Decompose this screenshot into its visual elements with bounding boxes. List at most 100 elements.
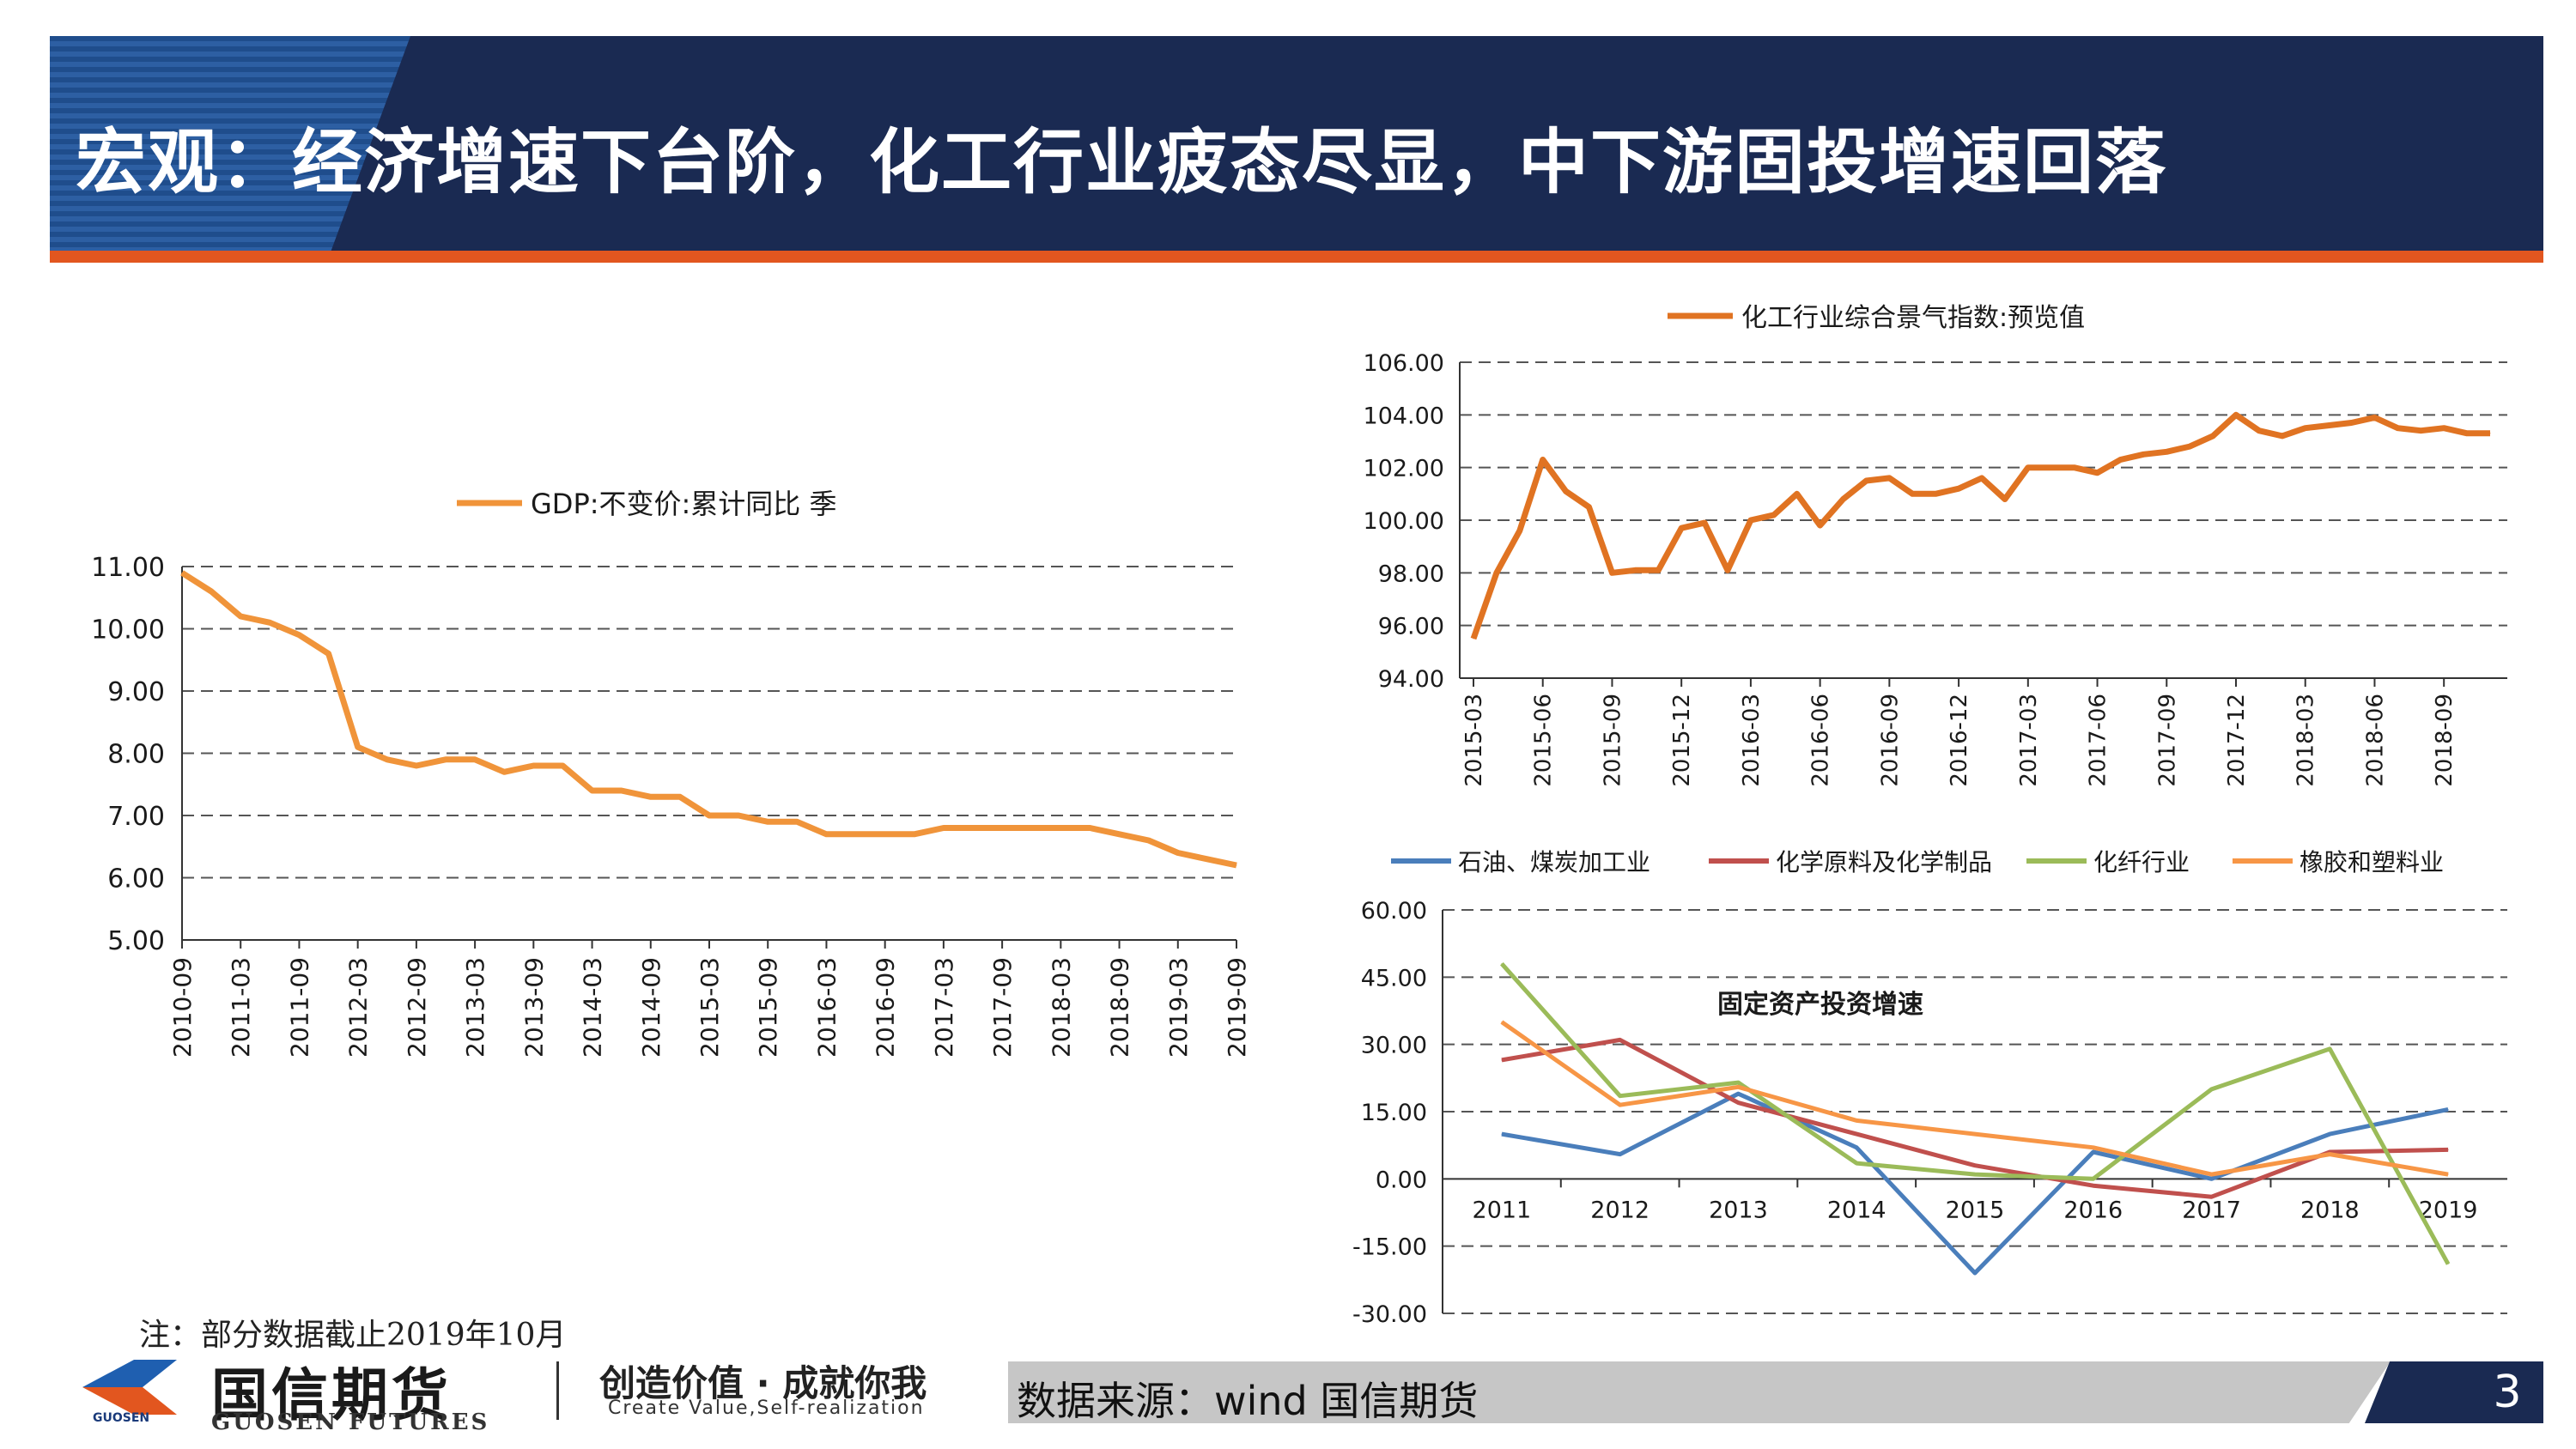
- chem-data-point: [2004, 498, 2006, 500]
- y-tick-label: 98.00: [1378, 561, 1444, 587]
- series-data-point: [2447, 1173, 2449, 1175]
- chem-index-chart: 化工行业综合景气指数:预览值 94.00 96.00 98.00 100.00 102.0…: [1364, 303, 2507, 787]
- x-tick-label: 2017: [2182, 1197, 2241, 1223]
- series-data-point: [1501, 1059, 1503, 1061]
- x-tick-label: 2014: [1827, 1197, 1886, 1223]
- chem-data-point: [1750, 519, 1752, 521]
- x-tick-label: 2018-03: [1047, 957, 1075, 1058]
- y-tick-label: -15.00: [1352, 1234, 1427, 1261]
- page-title: 宏观：经济增速下台阶，化工行业疲态尽显，中下游固投增速回落: [76, 122, 2168, 203]
- gdp-data-point: [386, 759, 388, 761]
- chem-data-point: [2328, 425, 2330, 427]
- x-tick-label: 2017-03: [930, 957, 958, 1058]
- x-tick-label: 2016-09: [1877, 694, 1903, 787]
- gdp-data-point: [708, 815, 710, 816]
- series-data-point: [1737, 1082, 1739, 1083]
- chem-data-point: [1473, 638, 1474, 640]
- page-number: 3: [2493, 1367, 2522, 1418]
- chem-data-point: [2397, 427, 2398, 429]
- x-tick-label: 2013-09: [519, 957, 548, 1058]
- y-tick-label: 106.00: [1364, 350, 1444, 377]
- chem-data-point: [2212, 435, 2214, 437]
- x-tick-label: 2016-06: [1808, 694, 1834, 787]
- series-data-point: [1737, 1086, 1739, 1088]
- y-tick-label: 8.00: [107, 740, 165, 770]
- series-data-point: [1856, 1147, 1857, 1149]
- chem-data-point: [2305, 427, 2306, 429]
- x-tick-label: 2012-09: [403, 957, 431, 1058]
- footer-divider: [556, 1361, 559, 1420]
- x-tick-label: 2015: [1946, 1197, 2005, 1223]
- x-tick-label: 2016-09: [872, 957, 900, 1058]
- x-tick-label: 2015-03: [1461, 694, 1487, 787]
- x-tick-label: 2015-03: [696, 957, 724, 1058]
- y-tick-label: 60.00: [1361, 898, 1427, 925]
- chem-data-point: [2351, 422, 2353, 424]
- x-tick-label: 2019-09: [1223, 957, 1251, 1058]
- chem-data-point: [1773, 514, 1775, 516]
- source-bar: [1008, 1361, 2391, 1423]
- gdp-data-point: [738, 815, 739, 816]
- series-data-point: [1619, 1095, 1621, 1097]
- chem-data-point: [2119, 458, 2121, 460]
- series-data-point: [2447, 1149, 2449, 1150]
- chem-data-point: [2281, 435, 2283, 437]
- gdp-data-point: [357, 746, 359, 748]
- chem-data-point: [2074, 467, 2075, 469]
- gdp-data-point: [562, 765, 563, 767]
- x-tick-label: 2015-12: [1669, 694, 1695, 787]
- series-data-point: [2447, 1108, 2449, 1110]
- y-tick-label: 7.00: [107, 802, 165, 832]
- series-data-point: [1737, 1102, 1739, 1104]
- chem-data-point: [1565, 490, 1567, 492]
- x-tick-label: 2016-03: [1739, 694, 1765, 787]
- chem-series-line: [1470, 411, 2490, 640]
- gdp-data-point: [1236, 864, 1237, 866]
- data-source: 数据来源：wind 国信期货: [1017, 1378, 1479, 1424]
- y-tick-label: -30.00: [1352, 1301, 1427, 1328]
- x-tick-label: 2015-06: [1531, 694, 1557, 787]
- chem-data-point: [1680, 527, 1682, 529]
- series-data-point: [1974, 1173, 1976, 1175]
- x-tick-label: 2015-09: [1600, 694, 1625, 787]
- gdp-data-point: [240, 615, 241, 617]
- x-tick-label: 2014-03: [579, 957, 607, 1058]
- x-tick-label: 2014-09: [637, 957, 665, 1058]
- x-tick-label: 2018-09: [2432, 694, 2458, 787]
- series-data-point: [1974, 1165, 1976, 1167]
- x-tick-label: 2017-06: [2086, 694, 2111, 787]
- series-data-point: [2211, 1173, 2213, 1175]
- x-tick-label: 2017-09: [988, 957, 1017, 1058]
- y-tick-label: 15.00: [1361, 1100, 1427, 1126]
- x-tick-label: 2017-09: [2154, 694, 2180, 787]
- chem-data-point: [2142, 453, 2144, 455]
- slogan-en: Create Value,Self-realization: [608, 1397, 925, 1419]
- gdp-data-point: [532, 765, 534, 767]
- chem-data-point: [1843, 498, 1844, 500]
- chem-data-point: [2373, 416, 2375, 418]
- chem-data-point: [1542, 458, 1544, 460]
- x-tick-label: 2018-06: [2362, 694, 2388, 787]
- x-tick-label: 2016: [2063, 1197, 2123, 1223]
- logo-mark-icon: [82, 1360, 177, 1415]
- chem-data-point: [1865, 480, 1867, 482]
- chem-data-point: [1634, 569, 1636, 571]
- gdp-data-point: [210, 591, 212, 592]
- gdp-series-line: [180, 570, 1237, 869]
- series-data-point: [1856, 1162, 1857, 1164]
- series-data-point: [2211, 1088, 2213, 1090]
- y-tick-label: 100.00: [1364, 508, 1444, 535]
- x-tick-label: 2011-09: [285, 957, 313, 1058]
- legend-label: 化学原料及化学制品: [1776, 848, 1992, 876]
- x-tick-label: 2011-03: [227, 957, 255, 1058]
- series-data-point: [1501, 963, 1503, 965]
- legend-label: 石油、煤炭加工业: [1458, 848, 1650, 876]
- legend-label: 化纤行业: [2093, 848, 2190, 876]
- y-tick-label: 5.00: [107, 926, 165, 956]
- x-tick-label: 2017-12: [2224, 694, 2250, 787]
- x-tick-label: 2019-03: [1164, 957, 1193, 1058]
- header-banner: 宏观：经济增速下台阶，化工行业疲态尽显，中下游固投增速回落: [50, 36, 2543, 251]
- x-tick-label: 2018-03: [2293, 694, 2319, 787]
- slogan-cn: 创造价值 · 成就你我: [599, 1362, 927, 1404]
